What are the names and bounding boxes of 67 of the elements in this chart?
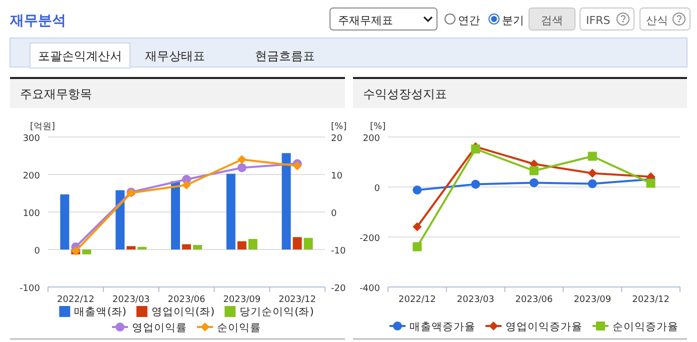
page-header: 재무분석 주재무제표 연간 분기 검색 IFRS 산식 포괄손익계산서 재무상태표 현금흐름표 xyxy=(10,8,690,68)
point xyxy=(412,186,422,194)
point xyxy=(237,155,246,164)
y2-tick-label: -10 xyxy=(331,246,346,256)
point xyxy=(588,179,597,188)
legend-label: 순이익률 xyxy=(217,322,261,334)
x-tick-label: 2023/09 xyxy=(223,295,261,305)
y-tick-label: 200 xyxy=(362,134,380,144)
bar xyxy=(182,244,191,250)
legend-label: 매출액증가율 xyxy=(410,321,476,333)
y-tick-label: 200 xyxy=(22,172,40,182)
y-tick-label: -100 xyxy=(20,284,40,294)
bar xyxy=(282,153,291,250)
y-tick-label: 0 xyxy=(374,184,380,194)
y-tick-label: 0 xyxy=(34,246,40,256)
x-tick-label: 2022/12 xyxy=(398,295,436,305)
point xyxy=(71,246,80,256)
y2-tick-label: -20 xyxy=(331,284,346,294)
bar xyxy=(116,190,125,250)
x-tick-label: 2023/12 xyxy=(278,295,316,305)
point xyxy=(530,166,538,176)
x-tick-label: 2023/06 xyxy=(168,295,206,305)
legend-label: 영업이익증가율 xyxy=(506,321,582,333)
y-axis-title: [%] xyxy=(370,122,386,132)
legend-label: 영업이익(좌) xyxy=(151,306,215,318)
point xyxy=(237,163,246,172)
bar xyxy=(237,241,246,250)
bar xyxy=(226,174,236,250)
point xyxy=(588,152,597,161)
point xyxy=(588,168,597,178)
bar xyxy=(171,181,180,250)
y-tick-label: -200 xyxy=(360,234,380,244)
point xyxy=(530,178,538,188)
legend-label: 매출액(좌) xyxy=(74,306,126,318)
x-tick-label: 2022/12 xyxy=(57,295,94,305)
bar xyxy=(193,245,202,250)
point xyxy=(471,180,480,189)
point xyxy=(646,178,656,188)
x-tick-label: 2023/12 xyxy=(632,295,670,305)
x-tick-label: 2023/06 xyxy=(515,295,553,305)
x-tick-label: 2023/03 xyxy=(456,295,494,305)
bar xyxy=(304,238,313,250)
legend-label: 순이익증가율 xyxy=(612,321,678,333)
y-tick-label: -400 xyxy=(360,284,380,294)
y2-tick-label: 20 xyxy=(331,134,343,144)
y-tick-label: 100 xyxy=(22,209,40,219)
x-tick-label: 2023/09 xyxy=(574,295,612,305)
y-tick-label: 300 xyxy=(22,134,40,144)
y-axis-title: [억원] xyxy=(30,122,56,132)
bar xyxy=(248,239,258,250)
bar xyxy=(292,237,302,250)
x-tick-label: 2023/03 xyxy=(112,295,150,305)
legend-label: 영업이익률 xyxy=(132,322,187,334)
bar xyxy=(138,246,147,250)
point xyxy=(412,242,422,252)
bar xyxy=(82,250,92,254)
point xyxy=(412,222,422,232)
point xyxy=(182,180,191,190)
y2-tick-label: 0 xyxy=(331,209,337,219)
legend-label: 당기순이익(좌) xyxy=(240,306,314,318)
point xyxy=(471,144,480,154)
bar xyxy=(60,194,70,250)
y2-axis-title: [%] xyxy=(331,122,347,132)
chart-title: 주요재무항목 xyxy=(20,87,92,101)
y2-tick-label: 10 xyxy=(331,172,343,182)
chart-title: 수익성장성지표 xyxy=(363,87,447,101)
bar xyxy=(126,246,136,250)
